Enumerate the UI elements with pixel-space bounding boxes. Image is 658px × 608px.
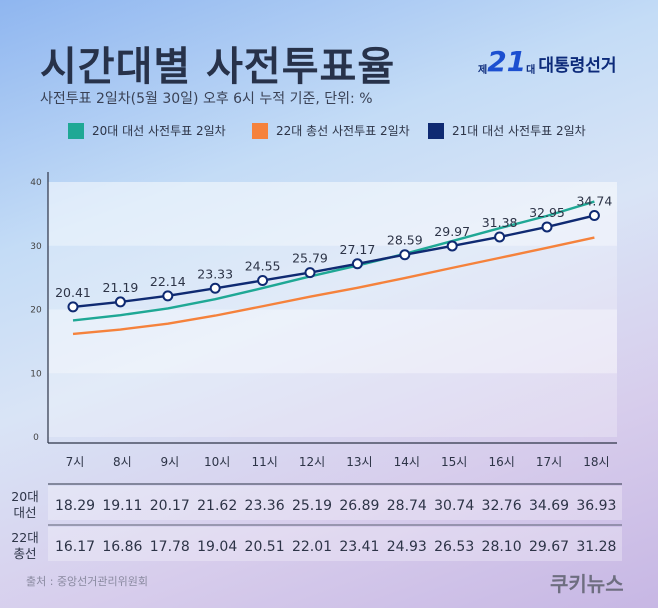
x-tick-label: 11시 [251, 455, 277, 469]
table-cell: 25.19 [292, 498, 332, 514]
x-tick-label: 9시 [160, 455, 179, 469]
legend-swatch [428, 122, 444, 139]
table-cell: 16.17 [55, 539, 95, 555]
table-row [48, 486, 622, 520]
row-label: 20대 [11, 489, 38, 504]
data-label: 24.55 [245, 258, 281, 273]
legend-item-21: 21대 대선 사전투표 2일차 [428, 122, 586, 139]
row-label: 22대 [11, 530, 38, 545]
data-point [304, 267, 316, 279]
table-cell: 34.69 [529, 498, 569, 514]
subtitle: 사전투표 2일차(5월 30일) 오후 6시 누적 기준, 단위: % [40, 91, 373, 107]
data-label: 34.74 [577, 194, 613, 209]
x-tick-label: 18시 [583, 455, 609, 469]
data-point [541, 221, 553, 233]
grid-band [48, 309, 617, 374]
table-cell: 23.36 [245, 498, 285, 514]
source-note: 출처 : 중앙선거관리위원회 [26, 575, 149, 588]
series-line-0 [72, 200, 595, 322]
x-tick-label: 16시 [488, 455, 514, 469]
table-cell: 28.74 [387, 498, 427, 514]
table-row [48, 527, 622, 561]
x-tick-label: 8시 [113, 455, 132, 469]
table-cell: 31.28 [576, 539, 616, 555]
data-point [399, 249, 411, 261]
data-label: 23.33 [197, 266, 233, 281]
legend-item-22: 22대 총선 사전투표 2일차 [252, 122, 410, 139]
table-cell: 24.93 [387, 539, 427, 555]
data-point [67, 301, 79, 313]
data-label: 28.59 [387, 233, 423, 248]
data-point [588, 210, 600, 222]
data-point [209, 282, 221, 294]
logo-text: 대통령선거 [538, 56, 617, 76]
y-tick-label: 30 [30, 242, 42, 252]
table-cell: 16.86 [102, 539, 142, 555]
table-cell: 20.51 [245, 539, 285, 555]
x-tick-label: 12시 [299, 455, 325, 469]
table-cell: 36.93 [576, 498, 616, 514]
table-cell: 20.17 [150, 498, 190, 514]
table-cell: 17.78 [150, 539, 190, 555]
table-cell: 26.89 [339, 498, 379, 514]
x-tick-label: 17시 [536, 455, 562, 469]
logo-prefix: 제 [478, 65, 488, 76]
legend-swatch [252, 122, 268, 139]
logo-suffix: 대 [526, 65, 536, 76]
data-label: 29.97 [434, 224, 470, 239]
x-tick-label: 10시 [204, 455, 230, 469]
plot-area [48, 182, 617, 437]
legend-label: 20대 대선 사전투표 2일차 [92, 124, 226, 138]
table-cell: 19.11 [102, 498, 142, 514]
data-point [494, 231, 506, 243]
table-cell: 22.01 [292, 539, 332, 555]
data-label: 22.14 [150, 274, 186, 289]
data-label: 27.17 [340, 242, 376, 257]
y-tick-label: 40 [30, 178, 42, 188]
data-point [446, 240, 458, 252]
table-cell: 18.29 [55, 498, 95, 514]
data-label: 21.19 [103, 280, 139, 295]
y-tick-label: 10 [30, 369, 42, 379]
table-cell: 30.74 [434, 498, 474, 514]
data-label: 31.38 [482, 215, 518, 230]
data-point [351, 258, 363, 270]
table-cell: 21.62 [197, 498, 237, 514]
table-cell: 26.53 [434, 539, 474, 555]
page-title: 시간대별 사전투표율 [40, 44, 396, 90]
data-label: 32.95 [529, 205, 565, 220]
data-point [114, 296, 126, 308]
x-tick-label: 15시 [441, 455, 467, 469]
row-label: 총선 [13, 546, 36, 561]
data-point [257, 274, 269, 286]
legend-swatch [68, 122, 84, 139]
brand-logo: 쿠키뉴스 [550, 572, 624, 596]
table-cell: 29.67 [529, 539, 569, 555]
table-cell: 32.76 [482, 498, 522, 514]
y-tick-label: 20 [30, 306, 42, 316]
table-cell: 28.10 [482, 539, 522, 555]
row-label: 대선 [13, 505, 36, 520]
table-cell: 23.41 [339, 539, 379, 555]
data-point [162, 290, 174, 302]
data-label: 25.79 [292, 251, 328, 266]
election-logo: 제 21 대 대통령선거 [478, 45, 617, 78]
legend-item-20: 20대 대선 사전투표 2일차 [68, 122, 226, 139]
x-tick-label: 7시 [66, 455, 85, 469]
x-tick-label: 13시 [346, 455, 372, 469]
logo-number: 21 [487, 45, 527, 78]
data-label: 20.41 [55, 285, 91, 300]
series-line-1 [72, 236, 595, 336]
grid-band [48, 182, 617, 246]
x-tick-label: 14시 [394, 455, 420, 469]
y-tick-label: 0 [33, 433, 39, 443]
legend-label: 22대 총선 사전투표 2일차 [276, 124, 410, 138]
table-cell: 19.04 [197, 539, 237, 555]
legend-label: 21대 대선 사전투표 2일차 [452, 124, 586, 138]
series-line-2 [72, 214, 595, 309]
